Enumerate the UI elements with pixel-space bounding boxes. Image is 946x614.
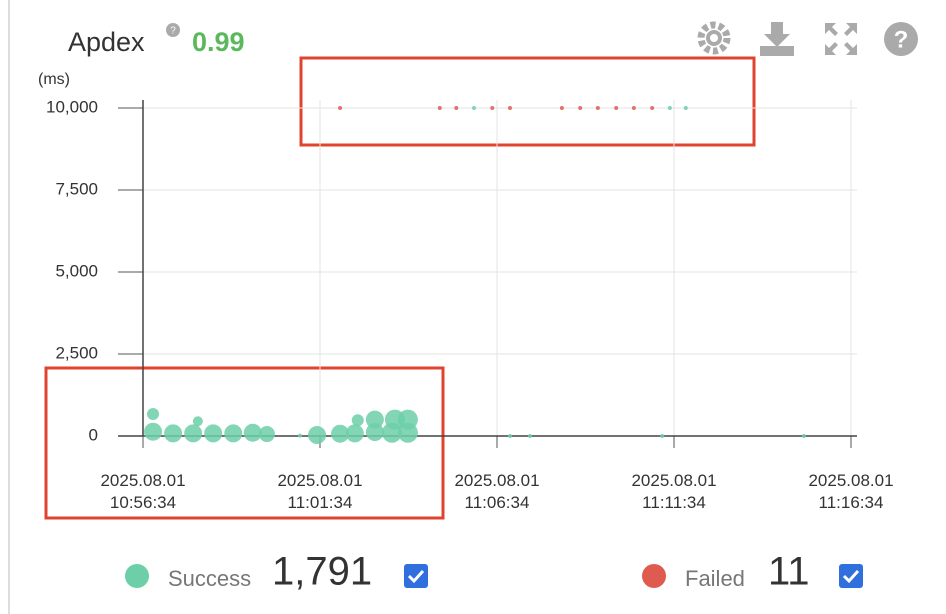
help-icon[interactable] bbox=[884, 22, 918, 56]
x-tick-label: 2025.08.01 11:11:34 bbox=[631, 471, 717, 512]
settings-icon[interactable] bbox=[697, 21, 731, 55]
legend-total: 11 bbox=[768, 550, 810, 594]
x-tick-label: 2025.08.01 11:16:34 bbox=[808, 471, 894, 512]
y-unit: (ms) bbox=[38, 71, 70, 88]
x-tick-label: 2025.08.01 10:56:34 bbox=[100, 471, 186, 512]
download-icon[interactable] bbox=[760, 22, 794, 56]
point bbox=[243, 423, 262, 442]
x-tick-label: 2025.08.01 11:06:34 bbox=[454, 471, 540, 512]
legend-total: 1,791 bbox=[272, 550, 372, 594]
point bbox=[650, 106, 655, 110]
legend-label: Success bbox=[168, 566, 251, 591]
point bbox=[224, 424, 243, 443]
point bbox=[631, 106, 636, 110]
point bbox=[660, 434, 665, 438]
point bbox=[454, 106, 459, 110]
highlight-box bbox=[299, 56, 756, 147]
legend-label: Failed bbox=[685, 566, 745, 591]
point bbox=[614, 106, 619, 110]
point bbox=[147, 408, 160, 421]
y-tick-label: 2,500 bbox=[55, 343, 98, 362]
y-tick-label: 7,500 bbox=[55, 179, 98, 198]
check-mark bbox=[407, 569, 425, 584]
help-icon-mark: ? bbox=[894, 26, 909, 53]
point bbox=[184, 424, 203, 443]
point bbox=[595, 106, 600, 110]
success-checkbox[interactable] bbox=[404, 564, 428, 588]
point bbox=[331, 424, 350, 443]
point bbox=[437, 106, 442, 110]
point bbox=[351, 414, 364, 427]
legend-swatch bbox=[125, 564, 149, 588]
point bbox=[397, 409, 418, 430]
point bbox=[683, 106, 688, 110]
info-icon-mark: ? bbox=[170, 26, 176, 37]
x-tick-label: 2025.08.01 11:01:34 bbox=[277, 471, 363, 512]
point bbox=[144, 422, 163, 441]
point bbox=[578, 106, 583, 110]
toolbar: ? bbox=[697, 21, 918, 56]
point bbox=[490, 106, 495, 110]
point bbox=[667, 106, 672, 110]
y-tick-label: 5,000 bbox=[55, 261, 98, 280]
check-mark bbox=[842, 569, 860, 584]
point bbox=[297, 433, 302, 438]
chart-title: Apdex bbox=[68, 27, 145, 57]
point bbox=[365, 423, 384, 442]
point bbox=[258, 426, 275, 443]
point bbox=[365, 410, 384, 429]
point bbox=[528, 434, 533, 438]
point bbox=[204, 424, 223, 443]
fullscreen-icon[interactable] bbox=[825, 23, 857, 55]
settings-hole bbox=[710, 34, 718, 42]
point bbox=[338, 106, 343, 110]
y-tick-label: 10,000 bbox=[46, 97, 98, 116]
point bbox=[345, 424, 364, 443]
apdex-value: 0.99 bbox=[192, 27, 245, 57]
point bbox=[507, 434, 512, 438]
point bbox=[192, 416, 203, 427]
highlight-box bbox=[44, 366, 445, 520]
point bbox=[801, 434, 806, 438]
point bbox=[164, 424, 183, 443]
y-tick-label: 0 bbox=[89, 425, 98, 444]
failed-checkbox[interactable] bbox=[839, 564, 863, 588]
legend-swatch bbox=[642, 564, 666, 588]
point bbox=[559, 106, 564, 110]
point bbox=[308, 426, 327, 445]
point bbox=[507, 106, 512, 110]
point bbox=[471, 106, 476, 110]
info-icon[interactable] bbox=[166, 23, 180, 37]
